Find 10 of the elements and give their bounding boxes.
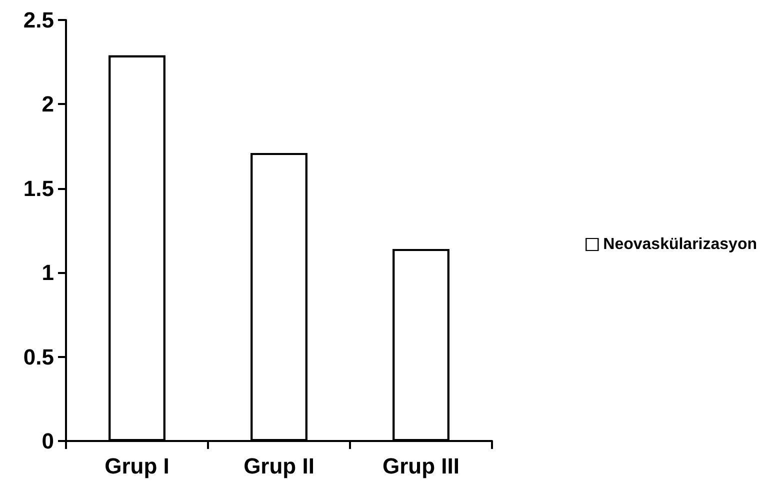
y-tick-label: 1.5 [23,176,54,201]
y-tick-label: 1 [42,260,54,286]
y-tick-label: 2 [42,92,54,117]
x-tick-label: Grup II [244,454,314,478]
legend-label: Neovaskülarizasyon [603,236,758,253]
y-tick-label: 2.5 [23,8,54,32]
x-tick-label: Grup III [382,454,460,478]
y-tick-label: 0.5 [23,344,54,370]
x-tick-label: Grup I [104,454,170,478]
y-tick-label: 0 [42,428,54,454]
